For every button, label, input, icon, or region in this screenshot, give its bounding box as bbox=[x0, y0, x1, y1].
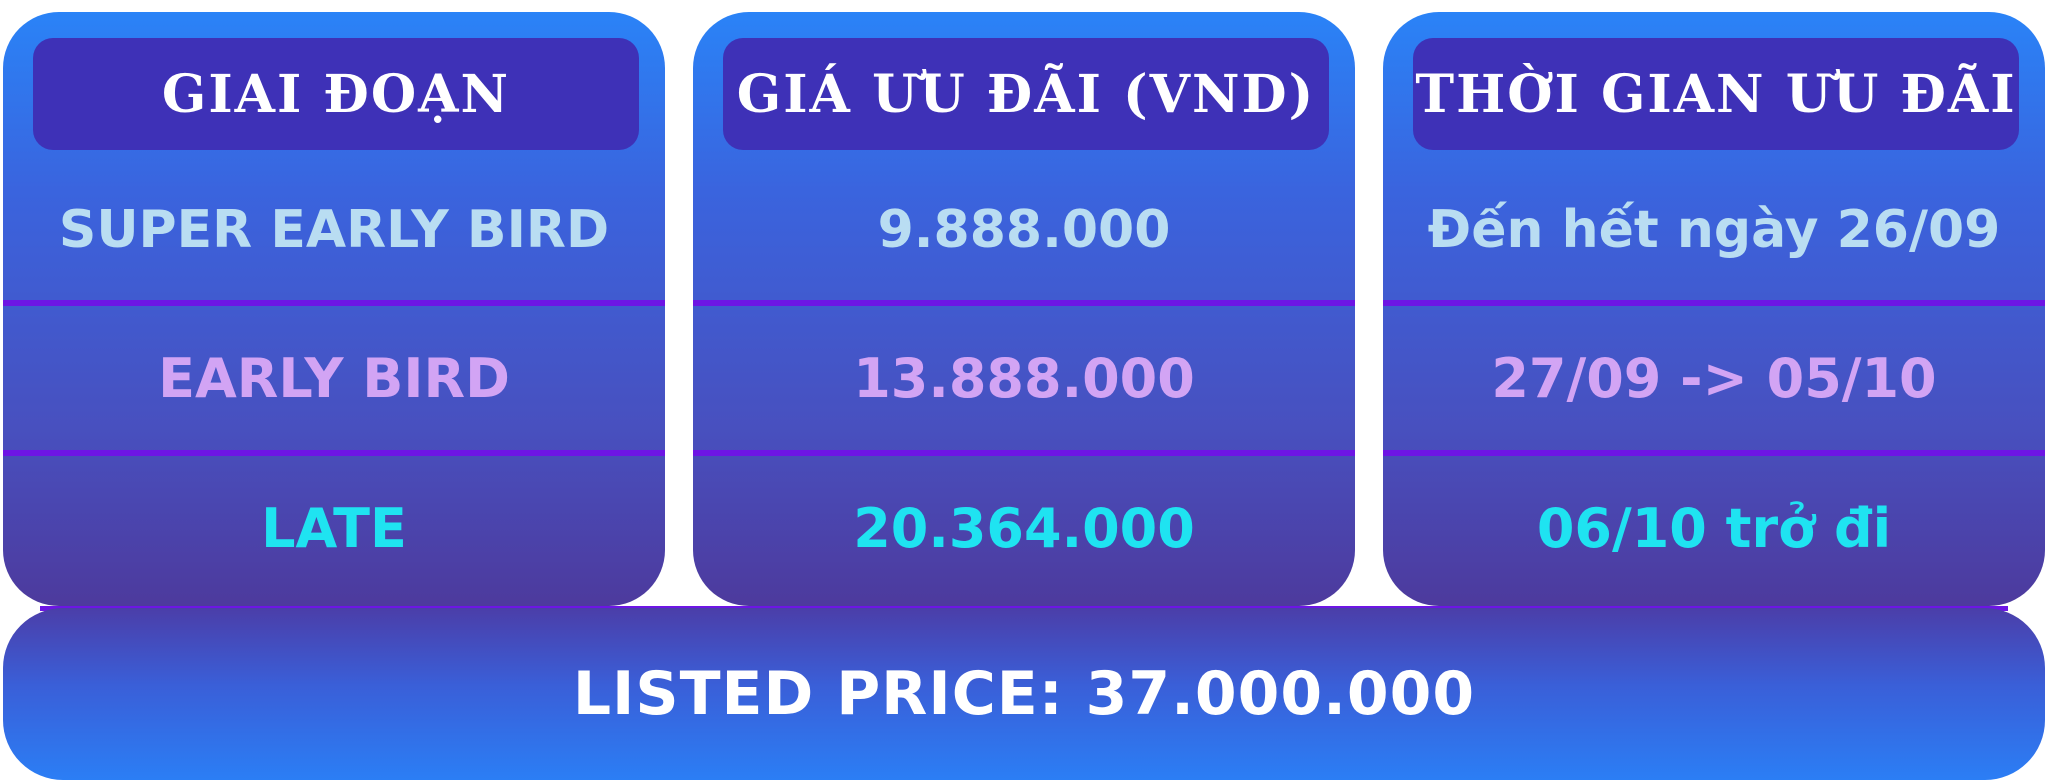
row-divider bbox=[3, 450, 665, 456]
column-stage: GIAI ĐOẠN SUPER EARLY BIRD EARLY BIRD LA… bbox=[3, 12, 665, 606]
listed-price-banner: LISTED PRICE: 37.000.000 bbox=[3, 608, 2045, 780]
column-period: THỜI GIAN ƯU ĐÃI Đến hết ngày 26/09 27/0… bbox=[1383, 12, 2045, 606]
row-divider bbox=[1383, 450, 2045, 456]
row-divider bbox=[693, 300, 1355, 306]
row-divider bbox=[3, 300, 665, 306]
row-divider bbox=[1383, 300, 2045, 306]
cell-stage-super-early-bird: SUPER EARLY BIRD bbox=[58, 200, 610, 260]
column-header-period: THỜI GIAN ƯU ĐÃI bbox=[1413, 38, 2019, 150]
column-price: GIÁ ƯU ĐÃI (VND) 9.888.000 13.888.000 20… bbox=[693, 12, 1355, 606]
cell-period-early-bird: 27/09 -> 05/10 bbox=[1491, 346, 1937, 410]
row-divider bbox=[693, 450, 1355, 456]
cell-stage-late: LATE bbox=[261, 496, 407, 560]
column-header-label: GIAI ĐOẠN bbox=[161, 63, 511, 125]
column-header-label: THỜI GIAN ƯU ĐÃI bbox=[1415, 63, 2017, 125]
cell-period-super-early-bird: Đến hết ngày 26/09 bbox=[1427, 200, 2001, 260]
column-header-label: GIÁ ƯU ĐÃI (VND) bbox=[736, 63, 1316, 125]
cell-price-late: 20.364.000 bbox=[853, 496, 1195, 560]
cell-price-early-bird: 13.888.000 bbox=[853, 346, 1195, 410]
cell-price-super-early-bird: 9.888.000 bbox=[877, 200, 1171, 260]
cell-stage-early-bird: EARLY BIRD bbox=[158, 346, 510, 410]
column-header-price: GIÁ ƯU ĐÃI (VND) bbox=[723, 38, 1329, 150]
column-header-stage: GIAI ĐOẠN bbox=[33, 38, 639, 150]
listed-price-text: LISTED PRICE: 37.000.000 bbox=[572, 659, 1476, 729]
cell-period-late: 06/10 trở đi bbox=[1536, 496, 1892, 560]
